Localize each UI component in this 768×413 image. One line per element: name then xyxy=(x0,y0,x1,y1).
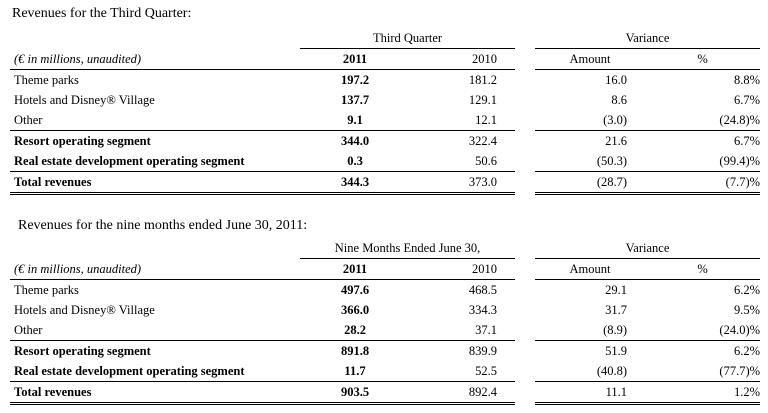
nine-period-header: Nine Months Ended June 30, xyxy=(300,238,516,259)
variance-amount: 8.6 xyxy=(611,93,628,107)
q3-period-header-row: Third Quarter Variance xyxy=(10,28,761,49)
value-2010: 334.3 xyxy=(468,303,498,317)
row-label: Theme parks xyxy=(14,73,79,87)
row-label: Total revenues xyxy=(10,381,300,405)
variance-amount: (3.0) xyxy=(535,110,646,131)
variance-amount: 51.9 xyxy=(605,344,628,358)
value-2010: 52.5 xyxy=(410,361,516,382)
value-2011: 0.3 xyxy=(300,151,410,172)
row-label: Other xyxy=(10,320,300,341)
variance-amount: (50.3) xyxy=(535,151,646,172)
nine-period-header-row: Nine Months Ended June 30, Variance xyxy=(10,238,761,259)
variance-amount: 31.7 xyxy=(605,303,628,317)
table-row: Resort operating segment 891.8 839.9 51.… xyxy=(10,341,760,362)
q3-revenue-table: Third Quarter Variance (€ in millions, u… xyxy=(10,28,761,195)
table-row: Hotels and Disney® Village 137.7 129.1 8… xyxy=(10,90,760,110)
q3-units-label: (€ in millions, unaudited) xyxy=(10,48,300,70)
value-2011: 344.3 xyxy=(300,171,410,195)
nine-col-2011: 2011 xyxy=(300,258,410,280)
variance-amount: 16.0 xyxy=(605,73,628,87)
table-row: Real estate development operating segmen… xyxy=(10,361,761,382)
q3-col-2011: 2011 xyxy=(300,48,410,70)
table-row: Other 9.1 12.1 (3.0) (24.8)% xyxy=(10,110,761,131)
table-row: Resort operating segment 344.0 322.4 21.… xyxy=(10,131,760,152)
nine-variance-header: Variance xyxy=(535,238,761,259)
q3-variance-header: Variance xyxy=(535,28,761,49)
value-2010: 373.0 xyxy=(410,171,516,195)
q3-col-amount: Amount xyxy=(535,48,646,70)
nine-revenue-table: Nine Months Ended June 30, Variance (€ i… xyxy=(10,238,761,405)
nine-col-2010: 2010 xyxy=(410,258,516,280)
value-2010: 129.1 xyxy=(468,93,498,107)
nine-col-pct: % xyxy=(645,258,761,280)
variance-amount: 21.6 xyxy=(605,134,628,148)
value-2011: 137.7 xyxy=(340,93,370,107)
variance-pct: 6.2% xyxy=(733,344,761,358)
variance-amount: (40.8) xyxy=(535,361,646,382)
variance-pct: (7.7)% xyxy=(645,171,761,195)
row-label: Real estate development operating segmen… xyxy=(10,361,300,382)
q3-title: Revenues for the Third Quarter: xyxy=(12,6,192,21)
value-2010: 50.6 xyxy=(410,151,516,172)
table-row: Theme parks 497.6 468.5 29.1 6.2% xyxy=(10,280,760,301)
table-row: Other 28.2 37.1 (8.9) (24.0)% xyxy=(10,320,761,341)
variance-pct: (24.0)% xyxy=(645,320,761,341)
variance-pct: 9.5% xyxy=(733,303,761,317)
variance-pct: (99.4)% xyxy=(645,151,761,172)
value-2011: 891.8 xyxy=(340,344,370,358)
variance-amount: (8.9) xyxy=(535,320,646,341)
nine-title: Revenues for the nine months ended June … xyxy=(18,218,308,233)
variance-pct: (24.8)% xyxy=(645,110,761,131)
value-2010: 839.9 xyxy=(468,344,498,358)
row-label: Total revenues xyxy=(10,171,300,195)
q3-column-header-row: (€ in millions, unaudited) 2011 2010 Amo… xyxy=(10,48,761,70)
value-2010: 468.5 xyxy=(468,283,498,297)
table-row-total: Total revenues 903.5 892.4 11.1 1.2% xyxy=(10,381,761,405)
value-2011: 903.5 xyxy=(300,381,410,405)
variance-amount: 29.1 xyxy=(605,283,628,297)
table-row: Hotels and Disney® Village 366.0 334.3 3… xyxy=(10,300,760,320)
value-2010: 892.4 xyxy=(410,381,516,405)
variance-pct: 1.2% xyxy=(645,381,761,405)
variance-pct: 6.7% xyxy=(733,93,761,107)
value-2011: 28.2 xyxy=(300,320,410,341)
row-label: Resort operating segment xyxy=(14,344,151,358)
row-label: Resort operating segment xyxy=(14,134,151,148)
nine-col-amount: Amount xyxy=(535,258,646,280)
table-row: Real estate development operating segmen… xyxy=(10,151,761,172)
value-2011: 11.7 xyxy=(300,361,410,382)
variance-pct: 6.2% xyxy=(733,283,761,297)
row-label: Theme parks xyxy=(14,283,79,297)
value-2011: 9.1 xyxy=(300,110,410,131)
row-label: Real estate development operating segmen… xyxy=(10,151,300,172)
value-2010: 12.1 xyxy=(410,110,516,131)
variance-pct: (77.7)% xyxy=(645,361,761,382)
variance-amount: (28.7) xyxy=(535,171,646,195)
variance-pct: 6.7% xyxy=(733,134,761,148)
value-2010: 37.1 xyxy=(410,320,516,341)
value-2011: 344.0 xyxy=(340,134,370,148)
table-row-total: Total revenues 344.3 373.0 (28.7) (7.7)% xyxy=(10,171,761,195)
q3-period-header: Third Quarter xyxy=(300,28,516,49)
table-row: Theme parks 197.2 181.2 16.0 8.8% xyxy=(10,70,760,91)
row-label: Other xyxy=(10,110,300,131)
nine-units-label: (€ in millions, unaudited) xyxy=(10,258,300,280)
q3-col-2010: 2010 xyxy=(410,48,516,70)
value-2010: 322.4 xyxy=(468,134,498,148)
variance-amount: 11.1 xyxy=(535,381,646,405)
q3-col-pct: % xyxy=(645,48,761,70)
nine-column-header-row: (€ in millions, unaudited) 2011 2010 Amo… xyxy=(10,258,761,280)
value-2010: 181.2 xyxy=(468,73,498,87)
row-label: Hotels and Disney® Village xyxy=(14,93,155,107)
variance-pct: 8.8% xyxy=(733,73,761,87)
value-2011: 197.2 xyxy=(340,73,370,87)
value-2011: 497.6 xyxy=(340,283,370,297)
value-2011: 366.0 xyxy=(340,303,370,317)
row-label: Hotels and Disney® Village xyxy=(14,303,155,317)
